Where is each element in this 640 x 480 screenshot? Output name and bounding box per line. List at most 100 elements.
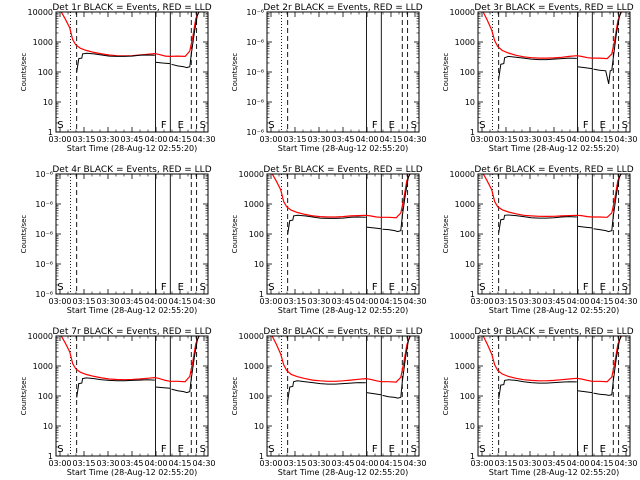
y-tick-label: 1 (259, 452, 264, 461)
x-tick-label: 03:15 (283, 459, 306, 468)
x-axis-label: Start Time (28-Aug-12 02:55:20) (278, 306, 409, 315)
panel-det2r: Det 2r BLACK = Events, RED = LLD Start Ti… (231, 3, 427, 153)
y-axis-label: Counts/sec (442, 215, 450, 254)
flag-label: E (600, 120, 606, 131)
panel-det5r: Det 5r BLACK = Events, RED = LLD Start Ti… (231, 165, 427, 315)
data-series-group (482, 12, 622, 85)
y-tick-label: 1000 (455, 200, 475, 209)
x-tick-label: 03:30 (96, 459, 119, 468)
y-tick-label: 10⁻⁶ (246, 8, 264, 17)
y-tick-label: 10000 (239, 332, 264, 341)
flag-label: E (600, 444, 606, 455)
y-tick-label: 1 (470, 128, 475, 137)
y-tick-label: 1 (470, 452, 475, 461)
flag-label: E (178, 444, 184, 455)
x-tick-label: 04:00 (355, 459, 378, 468)
y-tick-label: 10⁻⁶ (35, 260, 53, 269)
flag-label: S (200, 282, 206, 293)
y-tick-label: 10000 (450, 170, 475, 179)
panel-det8r: Det 8r BLACK = Events, RED = LLD Start Ti… (231, 327, 427, 477)
x-tick-label: 03:15 (494, 297, 517, 306)
y-axis-label: Counts/sec (442, 377, 450, 416)
flag-label: F (583, 282, 589, 293)
series-line-events (76, 52, 155, 73)
series-line-events (593, 12, 622, 85)
flag-label: S (268, 282, 274, 293)
y-axis-label: Counts/sec (442, 53, 450, 92)
y-axis-label: Counts/sec (20, 215, 28, 254)
x-tick-label: 03:00 (48, 297, 71, 306)
series-line-events (593, 174, 622, 233)
series-line-events (287, 380, 366, 401)
x-tick-label: 03:15 (283, 135, 306, 144)
x-tick-label: 03:45 (542, 135, 565, 144)
y-tick-label: 10000 (239, 170, 264, 179)
flag-label: E (600, 282, 606, 293)
y-tick-label: 10⁻⁶ (35, 170, 53, 179)
series-line-events (498, 214, 577, 233)
series-line-events (577, 390, 593, 394)
x-axis-label: Start Time (28-Aug-12 02:55:20) (278, 144, 409, 153)
y-tick-label: 10000 (28, 332, 53, 341)
x-axis-label: Start Time (28-Aug-12 02:55:20) (67, 144, 198, 153)
series-line-events (498, 379, 577, 399)
x-tick-label: 04:00 (355, 135, 378, 144)
x-tick-label: 04:15 (379, 459, 402, 468)
plot-frame (477, 11, 631, 133)
x-tick-label: 04:30 (614, 135, 637, 144)
series-line-lld (60, 336, 200, 383)
y-tick-label: 1 (48, 128, 53, 137)
flag-label: S (57, 282, 63, 293)
panel-det7r: Det 7r BLACK = Events, RED = LLD Start Ti… (20, 327, 216, 477)
panel-title: Det 8r BLACK = Events, RED = LLD (263, 327, 422, 337)
y-tick-label: 100 (460, 68, 475, 77)
panel-det3r: Det 3r BLACK = Events, RED = LLD Start Ti… (442, 3, 638, 153)
series-line-events (287, 214, 366, 235)
x-tick-label: 03:15 (494, 459, 517, 468)
x-tick-label: 03:00 (470, 297, 493, 306)
panel-title: Det 7r BLACK = Events, RED = LLD (52, 327, 211, 337)
x-tick-label: 04:30 (614, 459, 637, 468)
y-tick-label: 1 (48, 452, 53, 461)
panel-det9r: Det 9r BLACK = Events, RED = LLD Start Ti… (442, 327, 638, 477)
series-line-lld (482, 336, 622, 383)
y-tick-label: 1000 (33, 38, 53, 47)
data-series-group (482, 174, 622, 233)
data-series-group (271, 336, 411, 401)
x-tick-label: 04:00 (144, 297, 167, 306)
x-tick-label: 04:15 (168, 297, 191, 306)
data-series-group (60, 12, 200, 73)
flag-label: S (622, 444, 628, 455)
x-tick-label: 03:30 (307, 297, 330, 306)
y-axis-label: Counts/sec (231, 377, 239, 416)
x-axis-label: Start Time (28-Aug-12 02:55:20) (489, 468, 620, 477)
x-tick-label: 03:45 (331, 135, 354, 144)
flag-label: S (200, 120, 206, 131)
series-line-events (171, 12, 200, 69)
x-tick-label: 04:30 (403, 297, 426, 306)
x-tick-label: 03:00 (259, 459, 282, 468)
flag-label: S (57, 120, 63, 131)
series-line-events (382, 174, 411, 233)
flag-label: F (161, 282, 167, 293)
plot-frame (477, 335, 631, 457)
flag-label: S (200, 444, 206, 455)
series-line-lld (271, 174, 411, 219)
panel-title: Det 4r BLACK = Events, RED = LLD (52, 165, 211, 175)
data-series-group (482, 336, 622, 399)
x-axis-label: Start Time (28-Aug-12 02:55:20) (67, 306, 198, 315)
panel-det6r: Det 6r BLACK = Events, RED = LLD Start Ti… (442, 165, 638, 315)
plot-frame (266, 11, 420, 133)
y-tick-label: 100 (249, 230, 264, 239)
x-axis-label: Start Time (28-Aug-12 02:55:20) (278, 468, 409, 477)
x-tick-label: 03:00 (259, 297, 282, 306)
x-tick-label: 04:15 (590, 297, 613, 306)
x-tick-label: 04:15 (379, 135, 402, 144)
x-tick-label: 04:00 (566, 297, 589, 306)
y-tick-label: 1000 (244, 200, 264, 209)
flag-label: S (479, 444, 485, 455)
series-line-events (366, 392, 382, 396)
x-tick-label: 04:00 (355, 297, 378, 306)
flag-label: S (622, 120, 628, 131)
y-tick-label: 10⁻⁶ (246, 68, 264, 77)
